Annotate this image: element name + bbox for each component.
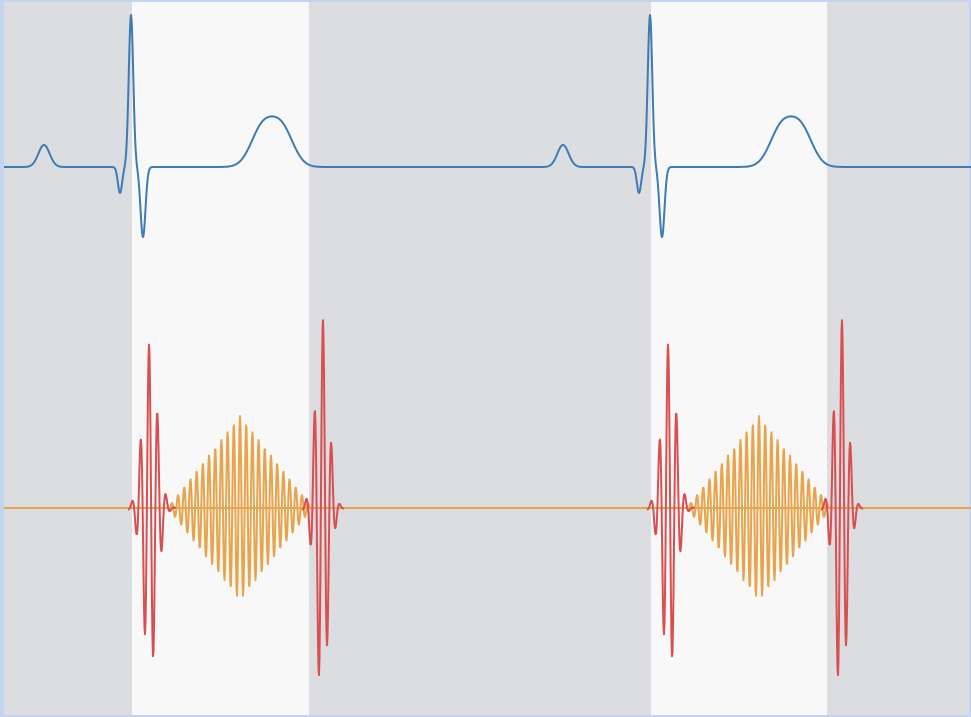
frame-edge (0, 0, 4, 717)
s1-sound (127, 343, 177, 658)
s1-sound (646, 343, 696, 658)
systole-band (132, 0, 309, 717)
murmur (167, 415, 311, 597)
murmur (686, 415, 830, 597)
s2-sound (820, 319, 864, 677)
s2-sound (301, 319, 345, 677)
waves (3, 14, 971, 677)
systole-band (651, 0, 827, 717)
ecg-trace (3, 14, 971, 238)
